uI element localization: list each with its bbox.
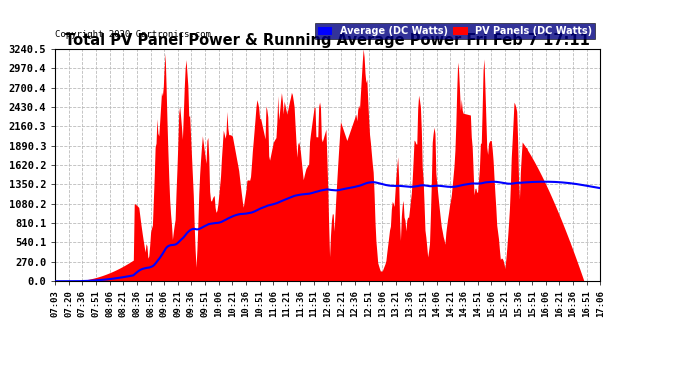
Text: Copyright 2020 Cartronics.com: Copyright 2020 Cartronics.com <box>55 30 211 39</box>
Title: Total PV Panel Power & Running Average Power Fri Feb 7 17:11: Total PV Panel Power & Running Average P… <box>66 33 590 48</box>
Legend: Average (DC Watts), PV Panels (DC Watts): Average (DC Watts), PV Panels (DC Watts) <box>315 23 595 39</box>
